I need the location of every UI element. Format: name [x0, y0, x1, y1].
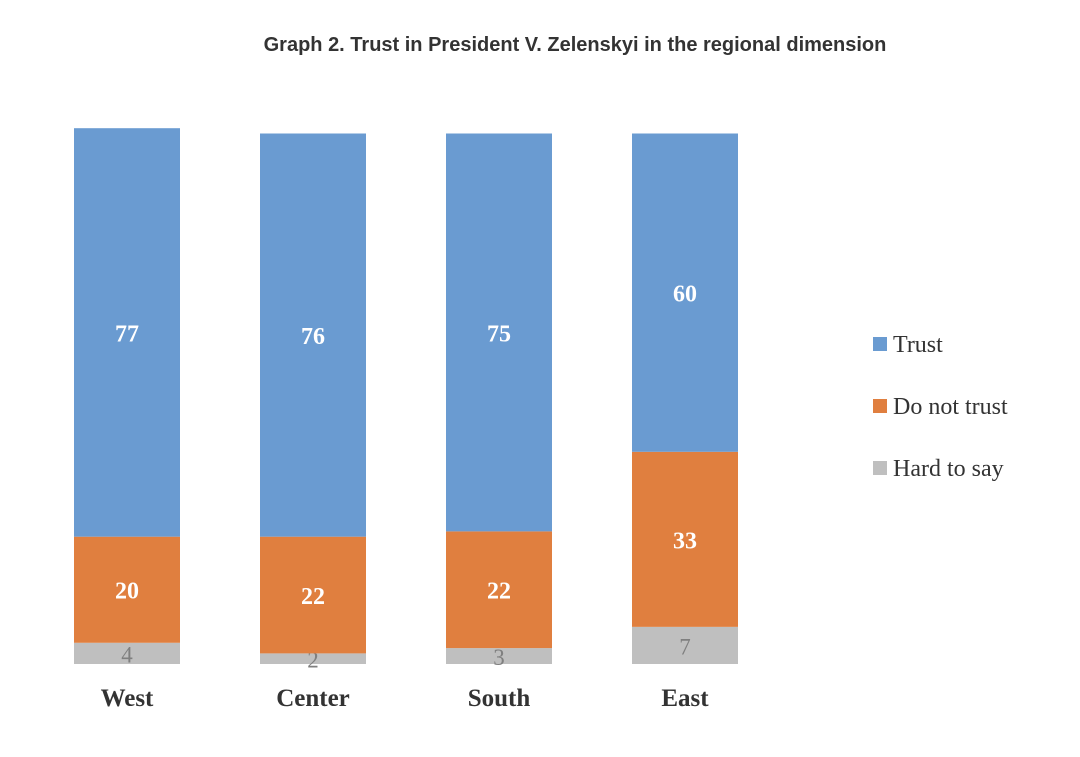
data-label-center-trust: 76	[301, 324, 325, 350]
bar-segment-center-hard-to-say	[260, 653, 366, 664]
data-label-south-hard-to-say: 3	[493, 645, 505, 670]
bar-segment-south-trust	[446, 133, 552, 532]
data-label-west-trust: 77	[115, 321, 139, 347]
bar-segment-west-do-not-trust	[74, 536, 180, 643]
category-label-south: South	[468, 685, 531, 712]
data-label-east-hard-to-say: 7	[679, 634, 691, 659]
data-label-west-hard-to-say: 4	[121, 642, 133, 667]
data-label-west-do-not-trust: 20	[115, 579, 139, 605]
legend-swatch-do-not-trust	[873, 399, 887, 413]
legend-swatch-trust	[873, 337, 887, 351]
data-label-east-do-not-trust: 33	[673, 528, 697, 554]
legend-label-trust: Trust	[893, 332, 943, 358]
data-label-center-do-not-trust: 22	[301, 584, 325, 610]
data-label-south-trust: 75	[487, 321, 511, 347]
data-label-center-hard-to-say: 2	[307, 648, 319, 673]
category-label-east: East	[661, 685, 709, 712]
legend-item-trust: Trust	[873, 332, 943, 358]
legend-item-hard-to-say: Hard to say	[873, 456, 1004, 482]
legend-swatch-hard-to-say	[873, 461, 887, 475]
chart-title: Graph 2. Trust in President V. Zelenskyi…	[263, 34, 887, 56]
bar-segment-west-trust	[74, 128, 180, 537]
category-label-west: West	[101, 685, 154, 712]
data-label-east-trust: 60	[673, 282, 697, 308]
bar-segment-center-trust	[260, 133, 366, 537]
legend-label-hard-to-say: Hard to say	[893, 456, 1004, 482]
bar-segment-center-do-not-trust	[260, 536, 366, 654]
category-label-center: Center	[276, 685, 350, 712]
bar-segment-west-hard-to-say	[74, 642, 180, 664]
bar-segment-east-do-not-trust	[632, 451, 738, 627]
bar-segment-south-do-not-trust	[446, 531, 552, 649]
legend-label-do-not-trust: Do not trust	[893, 394, 1008, 420]
data-label-south-do-not-trust: 22	[487, 579, 511, 605]
legend-item-do-not-trust: Do not trust	[873, 394, 1008, 420]
bar-segment-south-hard-to-say	[446, 648, 552, 664]
bar-segment-east-hard-to-say	[632, 626, 738, 664]
bar-segment-east-trust	[632, 133, 738, 452]
